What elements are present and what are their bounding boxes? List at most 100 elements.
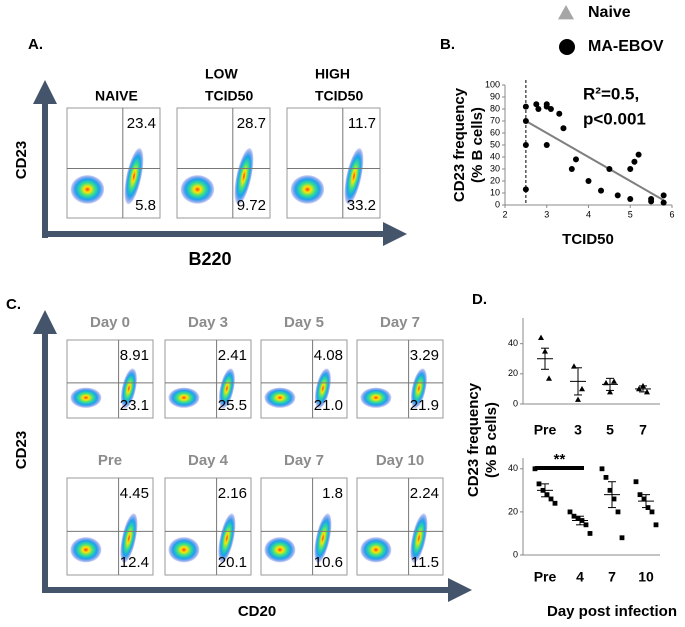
triangle-marker [607,388,613,395]
quadrant-value: 1.8 [322,485,343,502]
y-tick-label: 80 [490,103,500,113]
point [572,156,579,163]
square-marker [611,496,617,502]
y-tick-label: 0 [513,549,518,559]
population [360,537,392,563]
axis-label: Day post infection [547,603,677,620]
quadrant-value: 5.8 [135,197,156,214]
square-marker [587,531,593,536]
point [522,186,529,193]
panel-label: A. [28,36,43,53]
point [648,198,655,205]
plot-header: Day 4 [188,452,229,469]
point [535,106,542,112]
square-marker [603,475,609,480]
population [360,387,392,408]
y-tick-label: 100 [485,79,500,89]
quadrant-value: 11.5 [411,554,439,571]
plot-header: Pre [98,452,122,469]
point [631,158,638,165]
point [547,106,554,112]
population [290,175,325,204]
quadrant-value: 2.16 [218,485,247,502]
point [522,103,529,110]
square-marker [607,487,613,493]
quadrant-value: 2.24 [410,485,439,502]
y-tick-label: 50 [490,139,500,149]
annotation: R²=0.5, [583,84,639,103]
point [627,166,634,172]
point [660,192,667,199]
legend-label: Naive [588,4,631,21]
quadrant-value: 11.7 [348,115,376,132]
y-tick-label: 20 [508,506,518,516]
triangle-marker [579,385,585,392]
square-marker [619,535,625,541]
point [635,151,642,158]
axis-label: B220 [188,249,231,269]
point [556,110,563,117]
quadrant-value: 10.6 [314,554,343,571]
fit-line [525,120,665,202]
point [522,142,529,148]
x-tick-label: 2 [502,209,507,219]
quadrant-value: 25.5 [218,397,247,414]
quadrant-value: 21.0 [314,397,343,414]
population [264,537,296,563]
population [410,368,427,409]
plot-header: Day 3 [188,314,228,331]
triangle-marker [546,375,552,381]
y-tick-label: 60 [490,127,500,137]
population [120,368,137,409]
y-tick-label: 30 [490,163,500,173]
point [627,196,634,202]
y-tick-label: 20 [508,368,518,378]
square-marker [567,509,573,515]
population [120,513,138,563]
x-tick-label: 10 [638,569,654,585]
population [264,387,296,408]
point [568,166,575,172]
plot-header: NAIVE [95,88,138,104]
y-tick-label: 40 [508,338,518,348]
triangle-marker [575,396,581,402]
axis-label: CD20 [238,603,276,620]
x-tick-label: 5 [628,209,633,219]
square-marker [536,481,542,487]
quadrant-value: 9.72 [237,197,266,214]
y-tick-label: 40 [508,463,518,473]
quadrant-value: 20.1 [218,554,247,571]
y-tick-label: 70 [490,115,500,125]
x-tick-label: 5 [606,422,614,438]
axes-arrows [33,80,472,602]
point [614,192,621,199]
square-marker [649,509,655,515]
plot-header: Day 10 [376,452,424,469]
x-tick-label: 7 [608,569,616,585]
plot-header: Day 7 [380,314,420,331]
square-marker [641,496,647,502]
quadrant-value: 4.08 [314,347,343,364]
plot-header: TCID50 [205,88,253,104]
axis-label: (% B cells) [469,107,486,183]
x-tick-label: Pre [534,569,557,585]
plot-header: Day 5 [284,314,324,331]
plot-header: HIGH [315,66,350,82]
quadrant-value: 28.7 [237,115,266,132]
square-marker [548,496,554,502]
square-marker [615,509,621,515]
axis-label: CD23 [13,141,30,179]
panel-label: D. [472,291,487,308]
point [543,142,550,148]
annotation: p<0.001 [583,109,646,128]
quadrant-value: 23.4 [127,115,156,132]
axis-label: CD23 frequency [451,87,468,202]
plot-header: Day 7 [284,452,324,469]
quadrant-value: 12.4 [120,554,149,571]
quadrant-value: 3.29 [410,347,439,364]
population [180,175,215,204]
population [314,368,331,409]
square-marker [575,515,581,521]
point [522,118,529,124]
